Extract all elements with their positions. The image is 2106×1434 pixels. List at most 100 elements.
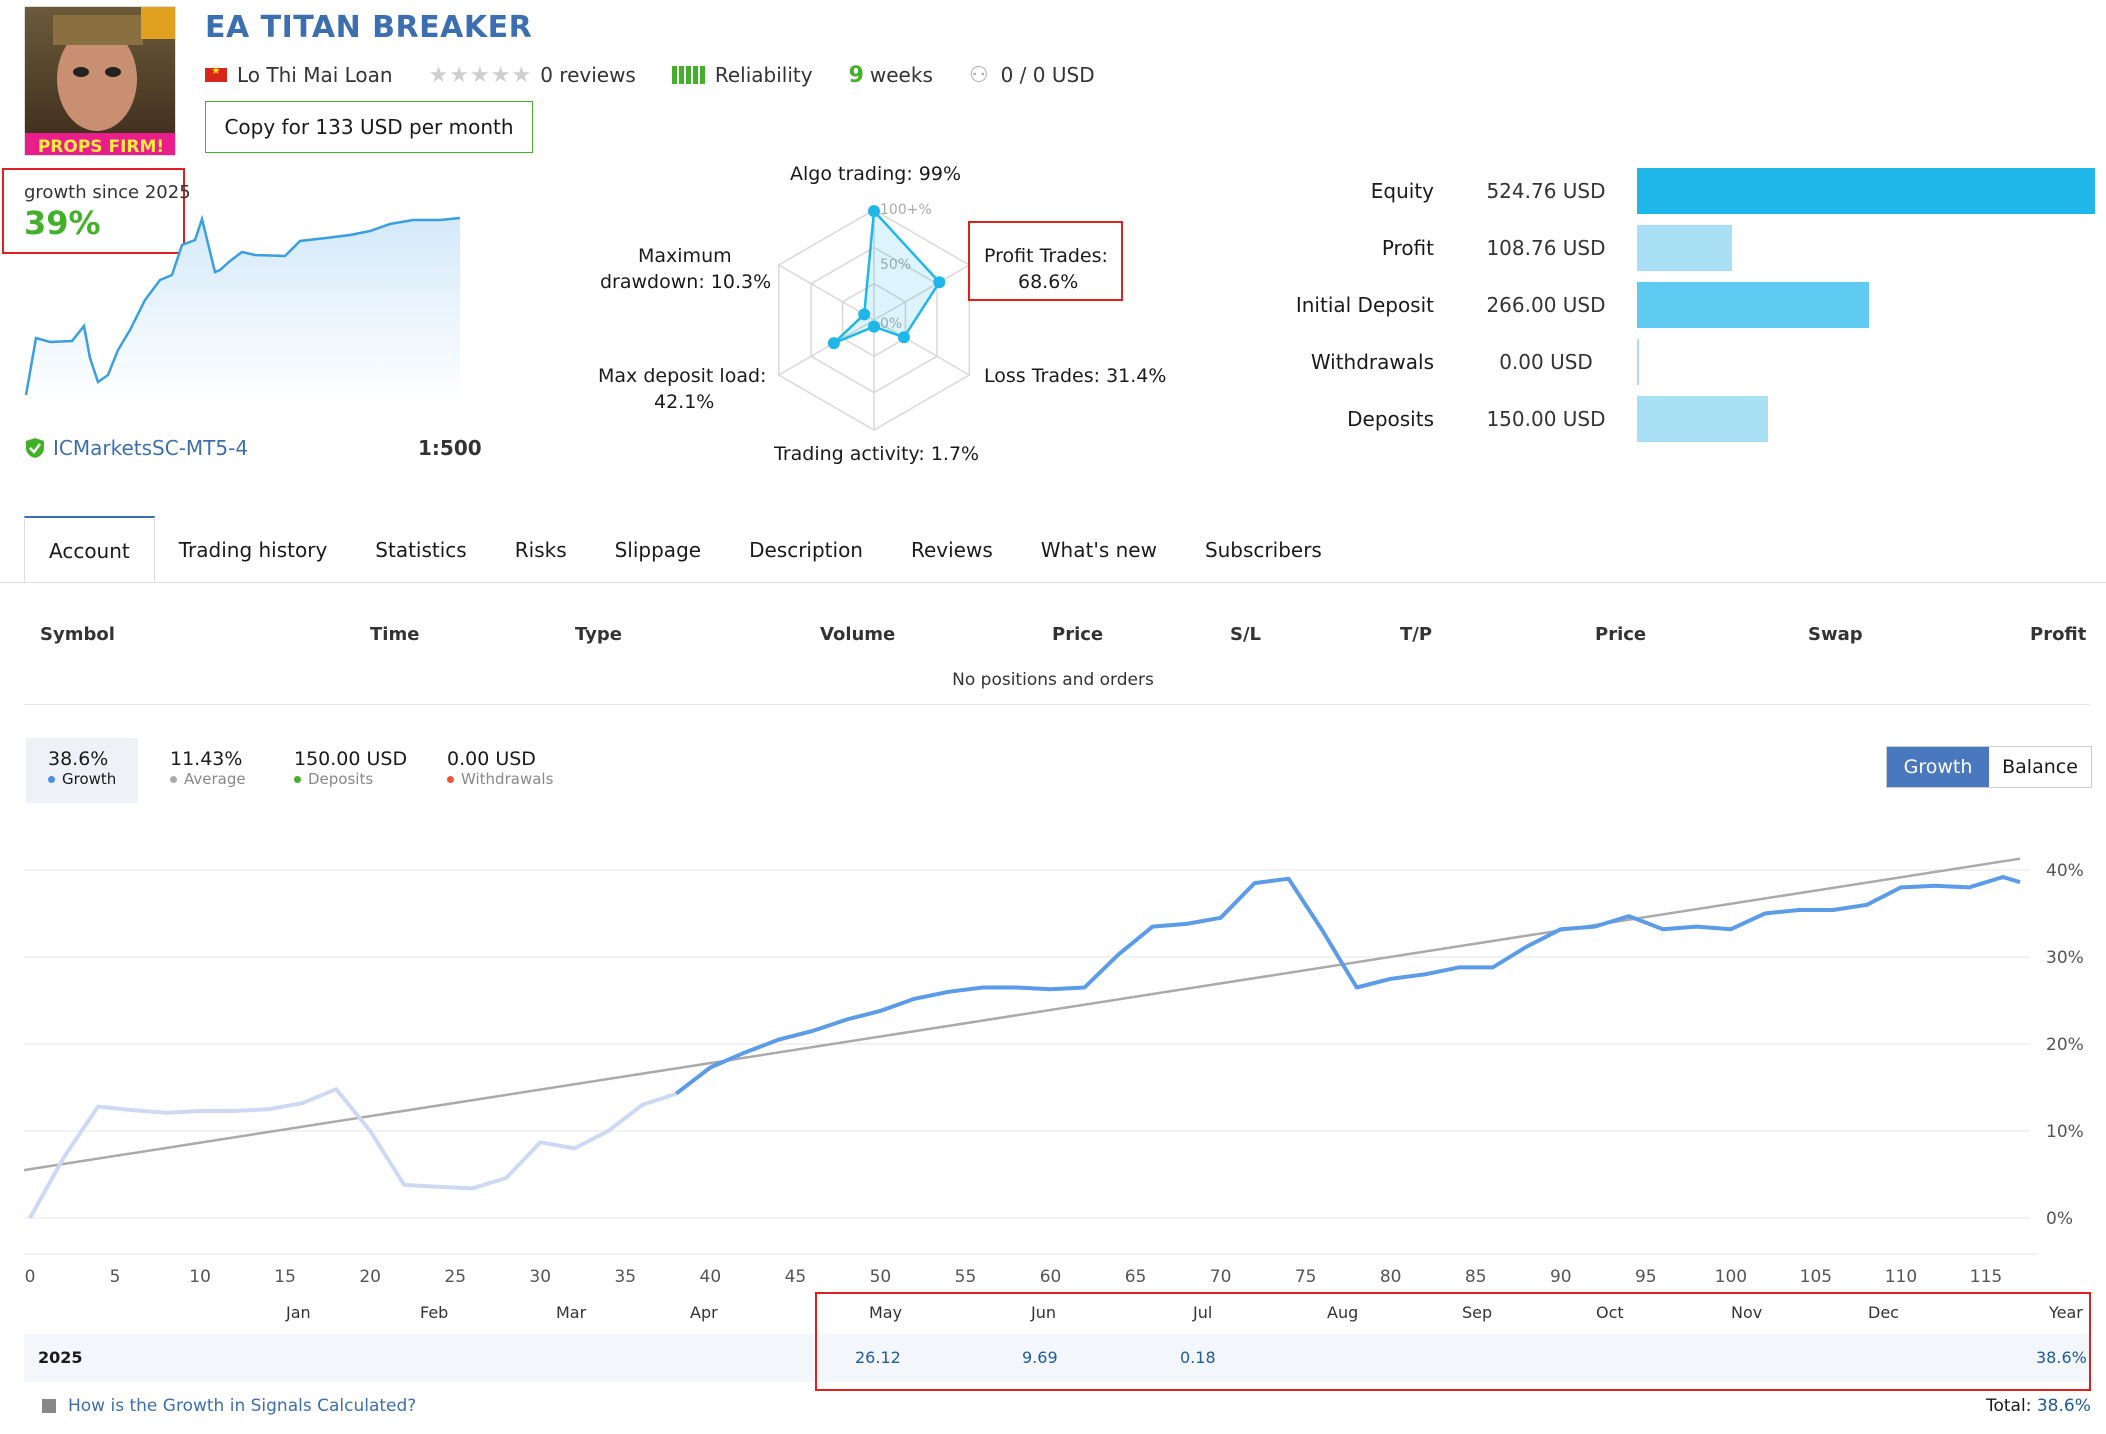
table-divider	[24, 704, 2090, 705]
equity-bar-deposits	[1637, 396, 1768, 442]
tab-account[interactable]: Account	[24, 516, 155, 583]
x-tick-label-7: 35	[614, 1267, 636, 1287]
rating[interactable]: ★★★★★ 0 reviews	[429, 63, 636, 88]
equity-bar-profit	[1637, 225, 1732, 271]
radar-axis	[873, 319, 970, 376]
radar-point-drawdown	[858, 308, 871, 321]
y-tick-label-3: 30%	[2046, 948, 2084, 968]
radar-label-profit-value: 68.6%	[1018, 271, 1079, 293]
stat-withdrawals[interactable]: 0.00 USD Withdrawals	[425, 738, 575, 803]
verified-shield-icon	[26, 438, 44, 458]
growth-balance-toggle: Growth Balance	[1886, 746, 2092, 788]
balance-toggle-button[interactable]: Balance	[1989, 747, 2091, 787]
tab-subscribers[interactable]: Subscribers	[1204, 538, 1322, 562]
total-label: Total:	[1986, 1396, 2032, 1416]
tab-description[interactable]: Description	[749, 538, 863, 562]
table-header-s-l-5: S/L	[1230, 624, 1262, 645]
svg-text:PROPS FIRM!: PROPS FIRM!	[38, 137, 164, 156]
table-header-profit-9: Profit	[2030, 624, 2087, 645]
tab-reviews[interactable]: Reviews	[910, 538, 993, 562]
equity-row-initial-deposit: Initial Deposit 266.00 USD	[1200, 282, 2100, 328]
equity-label-initial-deposit: Initial Deposit	[1295, 293, 1434, 317]
month-value-jul[interactable]: 0.18	[1180, 1348, 1216, 1367]
radar-label-algo: Algo trading: 99%	[790, 163, 962, 185]
equity-label-equity: Equity	[1370, 179, 1434, 203]
author-name[interactable]: Lo Thi Mai Loan	[237, 63, 393, 87]
growth-toggle-button[interactable]: Growth	[1887, 747, 1989, 787]
equity-label-profit: Profit	[1381, 236, 1434, 260]
equity-value-deposits: 150.00 USD	[1486, 407, 1606, 431]
x-tick-label-12: 60	[1040, 1267, 1062, 1287]
month-value-jun[interactable]: 9.69	[1022, 1348, 1058, 1367]
table-header-time-1: Time	[370, 624, 420, 645]
growth-help-link[interactable]: How is the Growth in Signals Calculated?	[42, 1396, 416, 1416]
vietnam-flag-icon	[205, 64, 227, 82]
y-tick-label-2: 20%	[2046, 1035, 2084, 1055]
year-row-background	[24, 1334, 2090, 1382]
broker[interactable]: ICMarketsSC-MT5-4	[25, 436, 248, 460]
table-header-volume-3: Volume	[820, 624, 896, 645]
radar-point-algo	[868, 205, 880, 218]
total-value: 38.6%	[2036, 1396, 2091, 1416]
mini-growth-chart	[24, 214, 461, 405]
month-label-feb: Feb	[420, 1303, 449, 1322]
equity-bar-track-profit	[1637, 225, 2095, 271]
equity-value-withdrawals: 0.00 USD	[1499, 350, 1593, 374]
legend-dot-icon	[447, 775, 454, 783]
table-header-price-4: Price	[1052, 624, 1104, 645]
stat-label-average: Average	[184, 770, 246, 788]
x-tick-label-9: 45	[785, 1267, 807, 1287]
radar-chart: 100+% 50% 0% Algo trading: 99% Profit Trad…	[590, 155, 1190, 475]
y-tick-label-4: 40%	[2046, 861, 2084, 881]
tab-statistics[interactable]: Statistics	[375, 538, 467, 562]
radar-point-loss	[897, 331, 910, 344]
legend-dot-icon	[170, 775, 177, 783]
stat-average[interactable]: 11.43% Average	[148, 738, 268, 803]
month-label-sep: Sep	[1462, 1303, 1493, 1322]
x-tick-label-14: 70	[1210, 1267, 1232, 1287]
equity-bar-equity	[1637, 168, 2095, 214]
growth-help-text[interactable]: How is the Growth in Signals Calculated?	[68, 1396, 417, 1416]
mini-growth-area	[26, 218, 460, 405]
month-label-year: Year	[2049, 1303, 2083, 1322]
year-total-value[interactable]: 38.6%	[2036, 1348, 2087, 1367]
trend-line	[23, 857, 2021, 1172]
radar-label-load-title: Max deposit load:	[598, 365, 767, 387]
stat-label-growth: Growth	[62, 770, 117, 788]
month-value-may[interactable]: 26.12	[855, 1348, 901, 1367]
radar-label-loss: Loss Trades: 31.4%	[984, 365, 1167, 387]
legend-dot-icon	[294, 775, 301, 783]
table-header-swap-8: Swap	[1808, 624, 1863, 645]
stat-deposits[interactable]: 150.00 USD Deposits	[272, 738, 429, 803]
table-header-t-p-6: T/P	[1400, 624, 1433, 645]
broker-name[interactable]: ICMarketsSC-MT5-4	[53, 436, 249, 460]
weeks-number: 9	[848, 62, 864, 88]
x-tick-label-10: 50	[870, 1267, 892, 1287]
x-tick-label-16: 80	[1380, 1267, 1402, 1287]
year-label: 2025	[38, 1348, 83, 1367]
leverage: 1:500	[418, 436, 482, 460]
tab-risks[interactable]: Risks	[514, 538, 567, 562]
x-tick-label-6: 30	[529, 1267, 551, 1287]
people-icon: ⚇	[968, 62, 989, 88]
x-tick-label-3: 15	[274, 1267, 296, 1287]
reviews-count[interactable]: 0 reviews	[540, 63, 636, 87]
month-label-jul: Jul	[1193, 1303, 1213, 1322]
radar-axis	[778, 319, 875, 376]
reliability: Reliability	[671, 63, 813, 87]
tab-slippage[interactable]: Slippage	[614, 538, 702, 562]
equity-row-profit: Profit 108.76 USD	[1200, 225, 2100, 271]
signal-title[interactable]: EA TITAN BREAKER	[205, 10, 533, 45]
stat-growth[interactable]: 38.6% Growth	[26, 738, 139, 803]
tab-what-s-new[interactable]: What's new	[1040, 538, 1157, 562]
profit-trades-highlight-box	[968, 221, 1123, 301]
equity-label-deposits: Deposits	[1347, 407, 1434, 431]
growth-since-label: growth since 2025	[24, 182, 191, 203]
radar-label-profit-title: Profit Trades:	[984, 245, 1108, 267]
copy-signal-button[interactable]: Copy for 133 USD per month	[205, 101, 533, 153]
tab-trading-history[interactable]: Trading history	[178, 538, 328, 562]
month-label-apr: Apr	[690, 1303, 718, 1322]
author[interactable]: Lo Thi Mai Loan	[205, 63, 393, 87]
table-header-price-7: Price	[1595, 624, 1647, 645]
equity-bar-track-equity	[1637, 168, 2095, 214]
